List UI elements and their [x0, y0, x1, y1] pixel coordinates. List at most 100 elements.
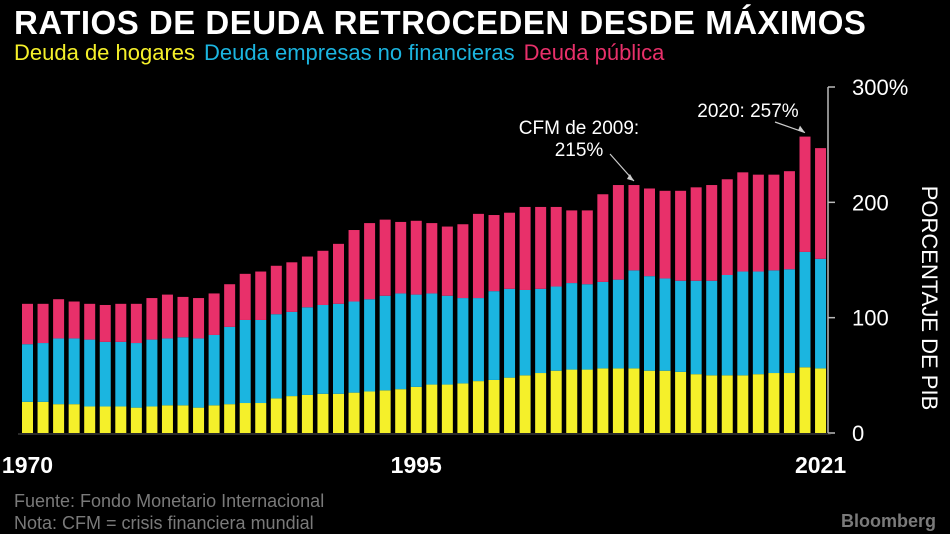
bloomberg-logo: Bloomberg — [840, 511, 936, 531]
bar-1985-hogares — [255, 403, 267, 433]
y-tick-label-0: 0 — [852, 421, 864, 446]
bar-2001-publica — [504, 212, 516, 289]
bar-1989-hogares — [317, 393, 329, 433]
bar-1996-publica — [426, 223, 438, 294]
bar-2004-hogares — [550, 370, 562, 433]
bar-2015-empresas — [721, 274, 733, 376]
bar-1993-empresas — [379, 295, 391, 391]
bar-1991-publica — [348, 230, 360, 302]
bar-1973-hogares — [68, 404, 80, 433]
bar-1981-publica — [193, 298, 205, 339]
bar-1971-publica — [37, 303, 49, 344]
bar-2017-hogares — [752, 374, 764, 433]
bar-1972-empresas — [53, 338, 65, 405]
bar-1979-empresas — [161, 338, 173, 406]
bar-1979-hogares — [161, 405, 173, 433]
bar-1978-empresas — [146, 339, 158, 407]
bar-1982-empresas — [208, 334, 220, 406]
bar-1989-empresas — [317, 304, 329, 394]
bar-2009-empresas — [628, 270, 640, 369]
footnote: Nota: CFM = crisis financiera mundial — [14, 513, 314, 533]
bar-1976-publica — [115, 303, 127, 342]
bar-1986-publica — [270, 265, 282, 315]
bar-2001-empresas — [504, 288, 516, 378]
bar-2019-publica — [783, 171, 795, 270]
bar-2016-publica — [737, 172, 749, 272]
bar-1982-publica — [208, 293, 220, 335]
bar-1993-publica — [379, 219, 391, 296]
bar-2020-hogares — [799, 367, 811, 433]
bar-1976-hogares — [115, 406, 127, 433]
bar-1991-empresas — [348, 301, 360, 393]
bar-2003-empresas — [535, 288, 547, 374]
bar-1983-publica — [224, 284, 236, 327]
bar-2017-publica — [752, 174, 764, 272]
bar-1995-empresas — [410, 294, 422, 387]
bar-1972-publica — [53, 299, 65, 339]
bar-1970-hogares — [22, 401, 33, 433]
bar-2014-empresas — [706, 280, 718, 376]
bar-1975-empresas — [99, 341, 111, 407]
bar-2001-hogares — [504, 377, 516, 433]
bar-2006-empresas — [581, 284, 593, 370]
bar-2000-publica — [488, 215, 500, 292]
bar-2015-publica — [721, 179, 733, 275]
annotation-arrowhead-2009 — [626, 174, 634, 182]
annotation-2020: 2020: 257% — [697, 101, 799, 122]
annotation-cfm-2009-line2: 215% — [555, 140, 604, 161]
bar-1996-empresas — [426, 293, 438, 385]
bar-2008-publica — [612, 185, 624, 280]
bar-1997-hogares — [441, 384, 453, 433]
bar-2014-hogares — [706, 375, 718, 433]
bar-1984-hogares — [239, 403, 251, 433]
bar-1981-empresas — [193, 338, 205, 408]
bar-1988-empresas — [301, 307, 313, 395]
bar-2013-hogares — [690, 374, 702, 433]
bar-2021-publica — [815, 148, 827, 259]
bar-1972-hogares — [53, 404, 65, 433]
bar-1994-hogares — [395, 389, 407, 433]
bar-1998-publica — [457, 224, 469, 299]
x-tick-label-1970: 1970 — [2, 452, 53, 478]
bar-1987-hogares — [286, 396, 298, 433]
bar-2015-hogares — [721, 375, 733, 433]
bar-2005-empresas — [566, 283, 578, 370]
bar-1970-empresas — [22, 344, 33, 402]
bar-2011-publica — [659, 190, 671, 279]
bar-2005-hogares — [566, 369, 578, 433]
bar-1983-hogares — [224, 404, 236, 433]
bar-1987-empresas — [286, 311, 298, 397]
source-note: Fuente: Fondo Monetario Internacional — [14, 491, 325, 511]
bar-1997-publica — [441, 226, 453, 296]
y-tick-label-200: 200 — [852, 190, 889, 215]
bar-1983-empresas — [224, 326, 236, 405]
bar-2007-hogares — [597, 368, 609, 433]
bar-1999-empresas — [472, 298, 484, 382]
bar-2020-empresas — [799, 251, 811, 368]
bar-1980-hogares — [177, 405, 189, 433]
bar-2020-publica — [799, 136, 811, 252]
bar-2010-hogares — [644, 370, 655, 433]
bar-1997-empresas — [441, 295, 453, 385]
bar-1980-publica — [177, 296, 189, 338]
bar-2012-publica — [675, 190, 687, 281]
y-tick-label-300: 300% — [852, 75, 908, 100]
bar-2008-empresas — [612, 279, 624, 369]
bar-1992-hogares — [364, 391, 376, 433]
bar-2011-hogares — [659, 370, 671, 433]
bar-1991-hogares — [348, 392, 360, 433]
chart-title: RATIOS DE DEUDA RETROCEDEN DESDE MÁXIMOS — [14, 4, 867, 41]
bar-2013-empresas — [690, 280, 702, 375]
bar-1973-empresas — [68, 338, 80, 405]
bar-2003-hogares — [535, 373, 547, 433]
bar-1999-publica — [472, 213, 484, 299]
bar-2019-hogares — [783, 373, 795, 433]
bar-1978-publica — [146, 298, 158, 340]
y-tick-label-100: 100 — [852, 306, 889, 331]
bar-2018-empresas — [768, 270, 780, 374]
bar-1994-empresas — [395, 293, 407, 390]
bar-1998-hogares — [457, 383, 469, 433]
bar-2002-hogares — [519, 375, 531, 433]
bar-1973-publica — [68, 301, 80, 339]
bar-1974-publica — [84, 303, 96, 340]
